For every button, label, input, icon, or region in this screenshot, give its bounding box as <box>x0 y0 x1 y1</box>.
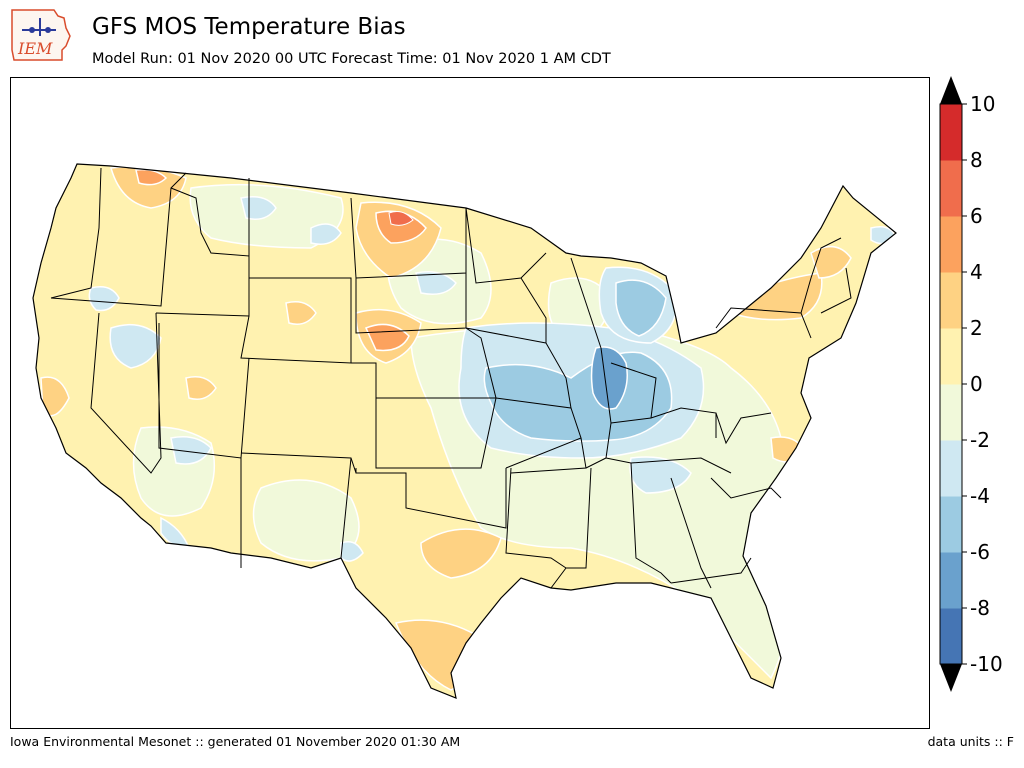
colorbar-over-arrow <box>940 76 962 104</box>
state-boundaries <box>50 167 852 589</box>
colorbar-ticks: 10 8 6 4 2 0 -2 -4 -6 -8 -10 <box>962 92 1003 676</box>
colorbar-tick-label: 8 <box>970 148 983 172</box>
colorbar-band <box>940 104 962 161</box>
colorbar-tick-label: -2 <box>970 428 990 452</box>
map-subtitle: Model Run: 01 Nov 2020 00 UTC Forecast T… <box>92 51 611 67</box>
colorbar-band <box>940 216 962 273</box>
colorbar-tick-label: 0 <box>970 372 983 396</box>
colorbar-band <box>940 440 962 497</box>
colorbar-tick-label: -8 <box>970 596 990 620</box>
colorbar: 10 8 6 4 2 0 -2 -4 -6 -8 -10 <box>939 76 1003 692</box>
colorbar-tick-label: 4 <box>970 260 983 284</box>
iem-logo: IEM <box>11 9 71 61</box>
logo-text: IEM <box>17 39 53 58</box>
colorbar-band <box>940 608 962 665</box>
map-title: GFS MOS Temperature Bias <box>92 14 406 40</box>
colorbar-tick-label: 10 <box>970 92 995 116</box>
colorbar-tick-label: 6 <box>970 204 983 228</box>
bias-map <box>32 163 897 699</box>
footer-credit: Iowa Environmental Mesonet :: generated … <box>10 734 461 749</box>
colorbar-band <box>940 552 962 609</box>
colorbar-tick-label: 2 <box>970 316 983 340</box>
colorbar-bands <box>940 104 962 665</box>
footer-units: data units :: F <box>927 734 1014 749</box>
colorbar-tick-label: -4 <box>970 484 990 508</box>
colorbar-band <box>940 496 962 553</box>
colorbar-band <box>940 160 962 217</box>
colorbar-under-arrow <box>940 664 962 692</box>
colorbar-band <box>940 384 962 441</box>
bias-contours <box>40 166 896 691</box>
map-panel <box>10 77 930 729</box>
colorbar-tick-label: -6 <box>970 540 990 564</box>
colorbar-tick-label: -10 <box>970 652 1003 676</box>
colorbar-band <box>940 328 962 385</box>
colorbar-band <box>940 272 962 329</box>
